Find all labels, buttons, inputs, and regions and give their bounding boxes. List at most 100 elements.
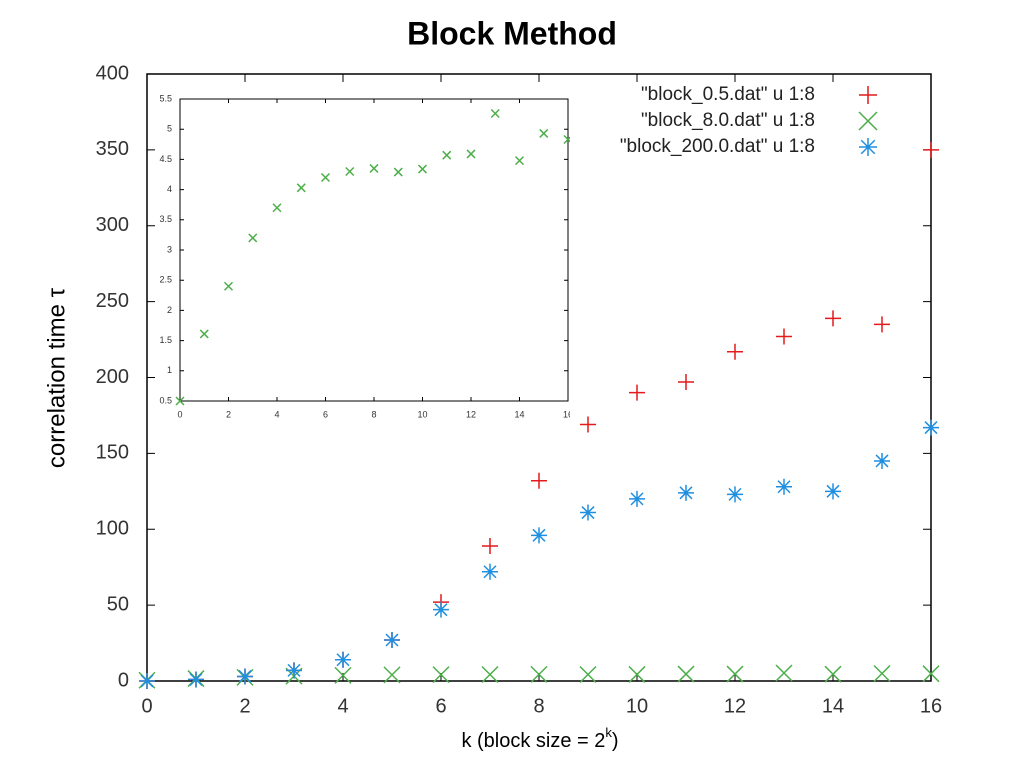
data-point (432, 666, 450, 684)
y-tick-label: 3 (167, 244, 172, 254)
data-point (417, 164, 428, 174)
y-tick-label: 1 (167, 365, 172, 375)
x-tick-label: 14 (822, 695, 844, 717)
y-tick-label: 50 (107, 593, 129, 615)
data-point (628, 665, 646, 683)
x-tick-label: 16 (563, 409, 573, 419)
data-point (579, 665, 597, 684)
data-point (482, 537, 498, 554)
data-point (188, 671, 204, 688)
data-point (530, 665, 548, 683)
data-point (678, 484, 694, 501)
x-tick-label: 8 (371, 409, 376, 419)
data-point (776, 328, 792, 345)
data-point (335, 651, 351, 668)
data-point (490, 108, 500, 119)
data-point (248, 233, 258, 243)
y-tick-label: 4 (167, 184, 172, 194)
data-point (296, 183, 306, 193)
y-tick-label: 100 (96, 518, 129, 540)
data-point (383, 666, 401, 684)
data-point (776, 478, 792, 495)
data-point (175, 396, 185, 406)
data-point (481, 665, 499, 684)
y-tick-label: 1.5 (159, 335, 172, 345)
legend-marker (859, 138, 877, 156)
data-point (874, 316, 890, 333)
data-point (923, 141, 939, 158)
y-tick-label: 250 (96, 290, 129, 312)
data-point (223, 281, 234, 291)
y-tick-label: 5 (167, 124, 172, 134)
data-point (923, 419, 939, 436)
x-tick-label: 8 (533, 695, 544, 717)
data-point (874, 452, 890, 469)
x-axis-label: k (block size = 2k) (461, 725, 618, 752)
x-tick-label: 16 (920, 695, 942, 717)
x-tick-label: 14 (514, 409, 524, 419)
data-point (824, 665, 842, 683)
data-point (237, 668, 253, 685)
x-tick-label: 6 (435, 695, 446, 717)
legend-marker (858, 111, 878, 131)
data-point (514, 156, 525, 166)
data-point (539, 128, 549, 138)
legend-label: "block_200.0.dat" u 1:8 (620, 136, 815, 157)
y-tick-label: 3.5 (159, 214, 172, 224)
x-tick-label: 4 (337, 695, 348, 717)
y-tick-label: 0.5 (159, 395, 172, 405)
y-tick-label: 350 (96, 138, 129, 160)
x-tick-label: 6 (323, 409, 328, 419)
plot-frame (179, 98, 569, 402)
x-label-superscript: k (605, 725, 612, 740)
data-point (433, 601, 449, 618)
x-tick-label: 2 (239, 695, 250, 717)
x-tick-label: 10 (417, 409, 427, 419)
data-point (775, 664, 793, 682)
data-point (442, 150, 452, 160)
y-tick-label: 4.5 (159, 154, 172, 164)
x-tick-label: 12 (466, 409, 476, 419)
data-point (825, 483, 841, 500)
y-tick-label: 0 (118, 669, 129, 691)
data-point (482, 563, 498, 580)
data-point (286, 662, 302, 679)
data-point (629, 490, 645, 507)
data-point (677, 665, 695, 683)
x-label-text: ) (612, 730, 619, 752)
x-tick-label: 12 (724, 695, 746, 717)
data-point (393, 167, 403, 177)
y-tick-label: 2 (167, 305, 172, 315)
y-tick-label: 5.5 (159, 93, 172, 103)
legend-marker (859, 86, 877, 104)
data-point (466, 149, 476, 159)
data-point (678, 374, 694, 391)
data-point (727, 486, 743, 503)
chart-title: Block Method (407, 15, 617, 51)
data-point (334, 666, 352, 684)
data-point (873, 664, 891, 683)
y-tick-label: 300 (96, 214, 129, 236)
data-point (629, 384, 645, 401)
y-tick-label: 2.5 (159, 275, 172, 285)
y-axis-label: correlation time τ (43, 287, 70, 468)
legend-label: "block_8.0.dat" u 1:8 (641, 110, 815, 131)
data-point (320, 172, 331, 183)
x-tick-label: 0 (177, 409, 182, 419)
data-point (580, 504, 596, 521)
data-point (825, 310, 841, 327)
data-point (199, 329, 209, 339)
legend-label: "block_0.5.dat" u 1:8 (641, 84, 815, 105)
x-tick-label: 2 (226, 409, 231, 419)
y-tick-label: 150 (96, 442, 129, 464)
x-tick-label: 10 (626, 695, 648, 717)
data-point (384, 632, 400, 649)
y-tick-label: 200 (96, 366, 129, 388)
data-point (726, 665, 744, 683)
data-point (580, 416, 596, 433)
data-point (345, 166, 355, 177)
inset-plot: 0.5 1 1.5 2 2.5 3 3.5 4 4.5 5 5.5 0 2 4 6 8 10 12 14 16 (159, 93, 573, 419)
y-tick-label: 400 (96, 62, 129, 84)
data-point (139, 673, 155, 689)
